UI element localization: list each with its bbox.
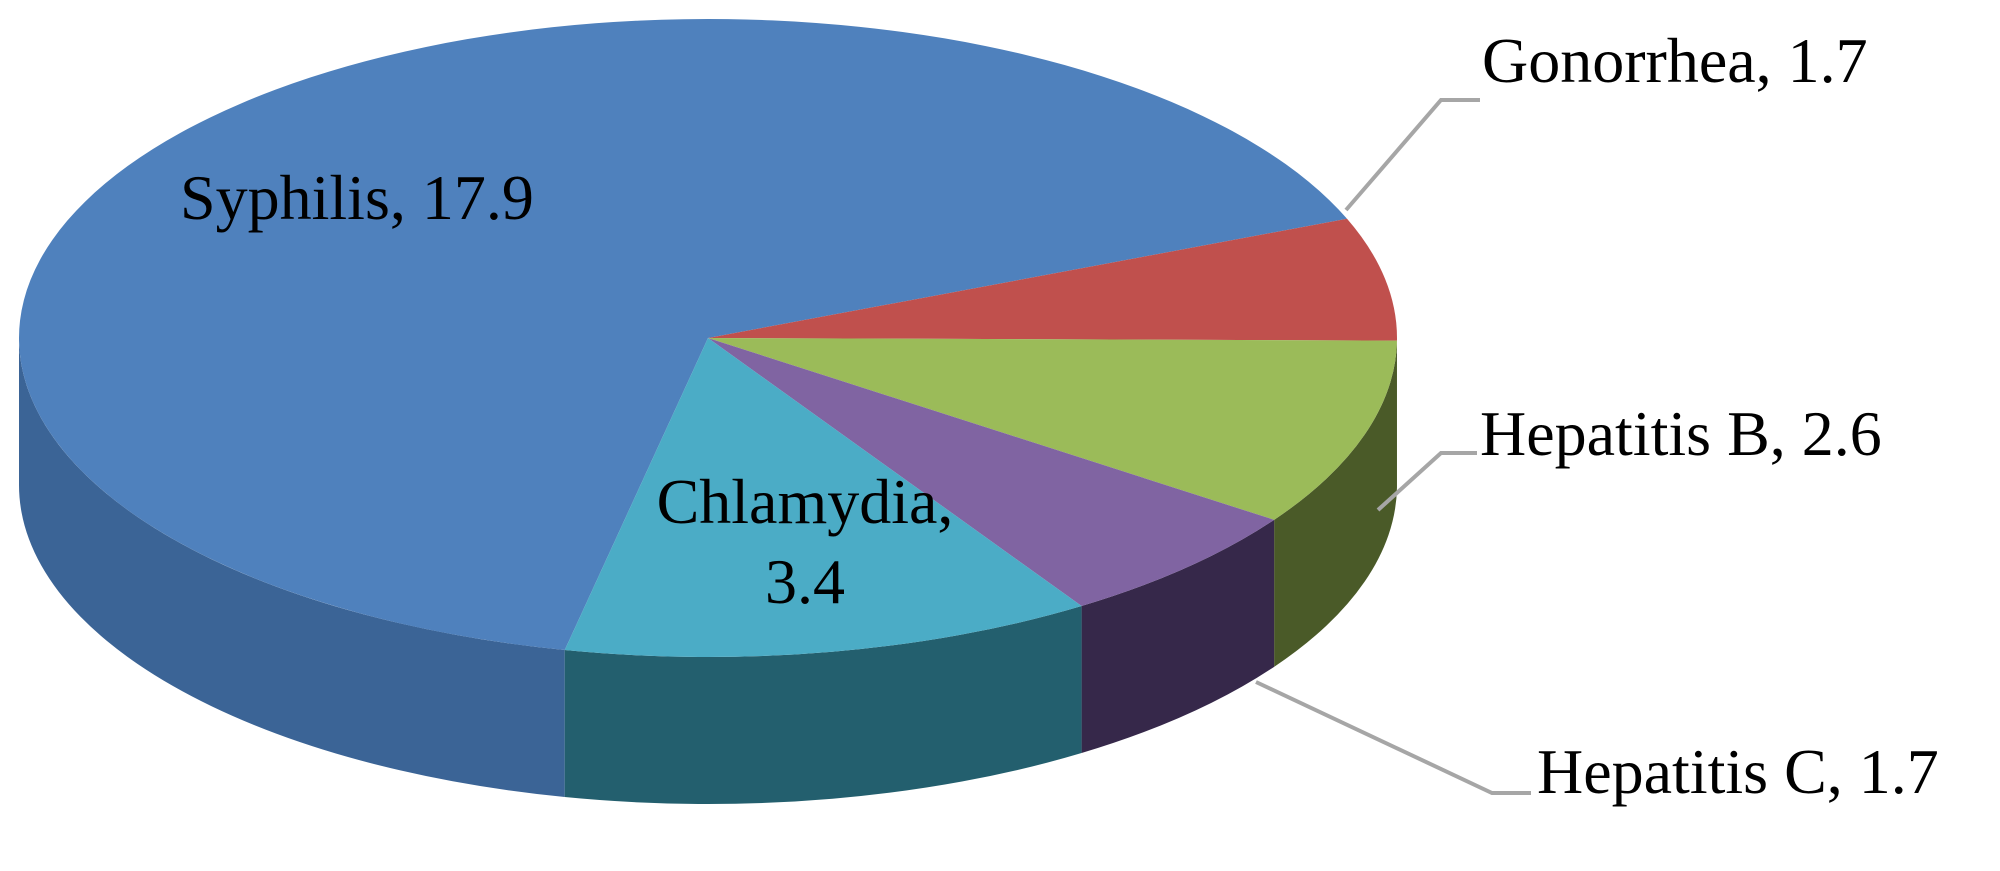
- leader-line: [1376, 451, 1477, 512]
- pie-slice: [708, 218, 1397, 341]
- data-label: Gonorrhea, 1.7: [1482, 25, 1868, 96]
- data-label: Syphilis, 17.9: [180, 162, 534, 233]
- pie-slice: [708, 338, 1397, 520]
- pie-side: [564, 606, 1082, 804]
- pie-side: [19, 338, 565, 798]
- leader-line: [1255, 680, 1531, 795]
- pie-slice: [564, 338, 1082, 657]
- leader-line: [1344, 98, 1480, 212]
- data-label: Hepatitis C, 1.7: [1537, 736, 1939, 807]
- pie-side: [1081, 519, 1275, 754]
- data-label: Chlamydia, 3.4: [656, 466, 954, 617]
- pie-slice: [708, 338, 1275, 607]
- data-label: Hepatitis B, 2.6: [1480, 398, 1882, 469]
- pie-slice: [19, 19, 1348, 651]
- pie-side: [1274, 340, 1397, 667]
